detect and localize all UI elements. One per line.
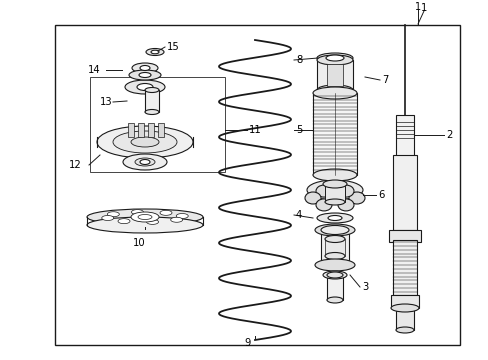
Ellipse shape <box>312 87 356 99</box>
Text: 3: 3 <box>361 282 367 292</box>
Ellipse shape <box>123 154 167 170</box>
Text: 10: 10 <box>132 238 145 248</box>
Ellipse shape <box>316 85 352 95</box>
Ellipse shape <box>138 215 152 220</box>
Ellipse shape <box>131 212 159 222</box>
Ellipse shape <box>325 252 345 260</box>
Ellipse shape <box>316 213 352 223</box>
Bar <box>55 25 459 345</box>
Ellipse shape <box>140 159 150 165</box>
Ellipse shape <box>348 192 364 204</box>
Text: 8: 8 <box>295 55 302 65</box>
Ellipse shape <box>337 199 353 211</box>
Ellipse shape <box>395 327 413 333</box>
Ellipse shape <box>320 225 348 234</box>
Ellipse shape <box>125 80 164 94</box>
Bar <box>128 123 134 137</box>
Ellipse shape <box>326 272 342 278</box>
Ellipse shape <box>316 53 352 63</box>
Bar <box>325 239 345 256</box>
Ellipse shape <box>325 55 343 61</box>
Bar <box>158 123 163 137</box>
Text: 4: 4 <box>295 210 302 220</box>
Ellipse shape <box>325 235 345 243</box>
Ellipse shape <box>320 261 348 270</box>
Ellipse shape <box>306 180 362 200</box>
Ellipse shape <box>146 219 158 224</box>
Bar <box>145 90 159 112</box>
Ellipse shape <box>305 192 320 204</box>
Bar <box>138 123 143 137</box>
Ellipse shape <box>326 297 342 303</box>
Ellipse shape <box>176 213 188 219</box>
Ellipse shape <box>131 137 159 147</box>
Text: 13: 13 <box>100 97 112 107</box>
Bar <box>320 230 348 265</box>
Bar <box>392 155 416 230</box>
Ellipse shape <box>137 84 153 90</box>
Ellipse shape <box>146 49 163 55</box>
Ellipse shape <box>337 185 353 197</box>
Ellipse shape <box>145 87 159 93</box>
Bar <box>390 295 418 308</box>
Ellipse shape <box>312 169 356 181</box>
Bar <box>392 240 416 295</box>
Ellipse shape <box>87 209 203 225</box>
Ellipse shape <box>327 216 341 220</box>
Ellipse shape <box>132 63 158 73</box>
Text: 6: 6 <box>377 190 384 200</box>
Ellipse shape <box>129 70 161 80</box>
Ellipse shape <box>323 180 346 188</box>
Ellipse shape <box>131 210 143 215</box>
Ellipse shape <box>113 131 177 153</box>
Text: 5: 5 <box>295 125 302 135</box>
Bar <box>388 230 420 242</box>
Ellipse shape <box>140 66 150 71</box>
Ellipse shape <box>314 259 354 271</box>
Bar <box>148 123 154 137</box>
Bar <box>395 115 413 160</box>
Text: 12: 12 <box>68 160 81 170</box>
Ellipse shape <box>97 126 193 158</box>
Ellipse shape <box>315 185 331 197</box>
Text: 1: 1 <box>414 2 420 12</box>
Text: 14: 14 <box>88 65 101 75</box>
Ellipse shape <box>323 271 346 279</box>
Text: 2: 2 <box>445 130 451 140</box>
Ellipse shape <box>325 199 345 205</box>
Ellipse shape <box>314 224 354 236</box>
Bar <box>326 275 342 300</box>
Ellipse shape <box>160 210 172 215</box>
Ellipse shape <box>87 217 203 233</box>
Bar <box>326 64 342 86</box>
Ellipse shape <box>316 55 352 65</box>
Ellipse shape <box>118 219 130 224</box>
Bar <box>90 77 224 172</box>
Text: 7: 7 <box>381 75 387 85</box>
Text: 9: 9 <box>244 338 251 348</box>
Ellipse shape <box>315 199 331 211</box>
Ellipse shape <box>145 109 159 114</box>
Bar <box>395 308 413 330</box>
Ellipse shape <box>135 158 155 166</box>
Bar <box>316 60 352 90</box>
Ellipse shape <box>170 217 183 222</box>
Ellipse shape <box>151 50 159 54</box>
Text: 1: 1 <box>420 3 427 13</box>
Text: 15: 15 <box>167 42 180 52</box>
Ellipse shape <box>102 216 114 220</box>
Bar <box>312 93 356 175</box>
Text: 11: 11 <box>248 125 261 135</box>
Bar <box>325 184 345 202</box>
Ellipse shape <box>139 72 151 77</box>
Ellipse shape <box>107 212 119 217</box>
Ellipse shape <box>390 304 418 312</box>
